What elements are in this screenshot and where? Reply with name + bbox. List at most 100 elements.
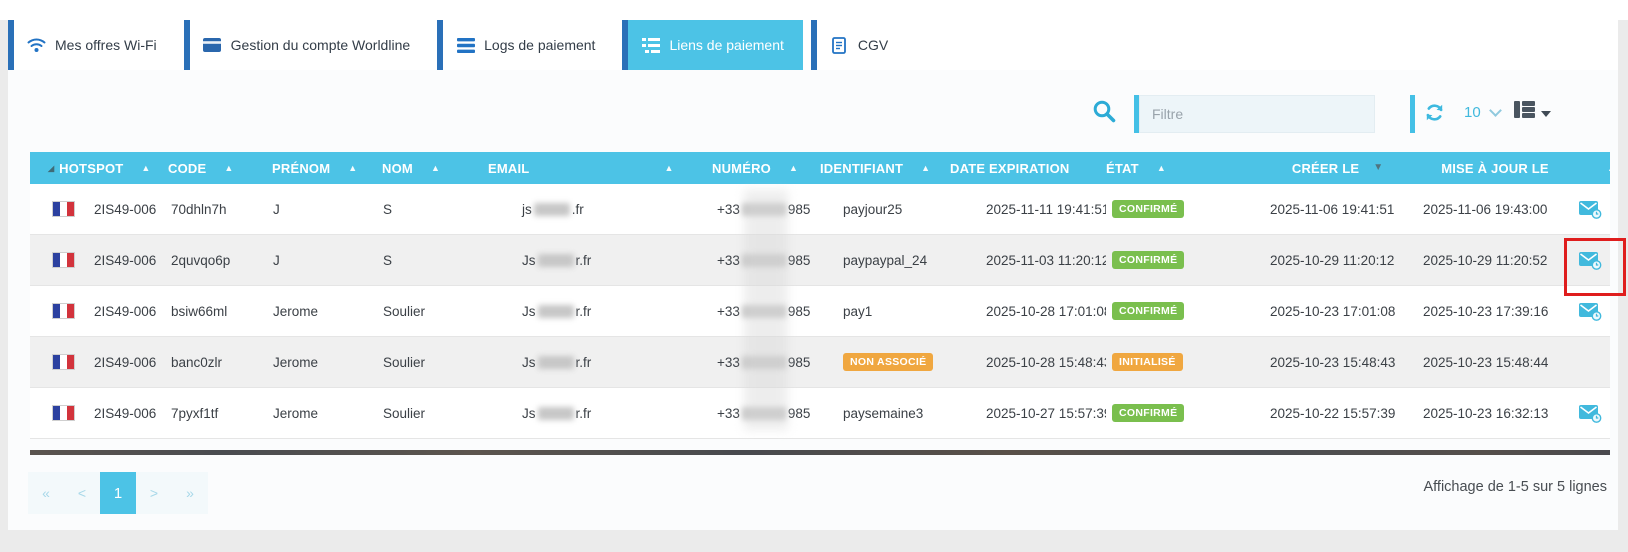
redacted-phone <box>741 304 786 318</box>
sort-asc-icon[interactable]: ▲ <box>141 162 151 173</box>
status-badge: CONFIRMÉ <box>1112 403 1185 423</box>
redacted-phone <box>741 253 786 267</box>
hotspot-cell: 2IS49-006 <box>30 286 160 336</box>
hotspot-value: 2IS49-006 <box>94 201 157 217</box>
phone-suffix: 985 <box>787 354 811 370</box>
column-header-mise-jour-le[interactable]: MISE À JOUR LE <box>1415 152 1575 184</box>
sort-asc-icon[interactable]: ▲ <box>1156 162 1166 173</box>
phone-suffix: 985 <box>787 201 811 217</box>
maj-cell: 2025-10-29 11:20:52 <box>1415 235 1575 285</box>
hotspot-value: 2IS49-006 <box>94 405 157 421</box>
created-date-value: 2025-10-29 11:20:12 <box>1270 252 1395 268</box>
tab-liens-de-paiement[interactable]: Liens de paiement <box>622 20 803 70</box>
prenom-cell: J <box>265 184 375 234</box>
sort-asc-icon[interactable]: ▲ <box>430 162 440 173</box>
page-next-button[interactable]: > <box>136 472 172 514</box>
maj-cell: 2025-10-23 17:39:16 <box>1415 286 1575 336</box>
links-icon <box>641 36 660 55</box>
code-value: banc0zlr <box>171 354 223 370</box>
search-icon[interactable] <box>1092 99 1117 129</box>
page-first-button[interactable]: « <box>28 472 64 514</box>
table-row: 2IS49-006 bsiw66ml Jerome Soulier Js r.fr +33 9… <box>30 286 1610 337</box>
email-suffix: r.fr <box>575 405 592 421</box>
code-cell: 2quvqo6p <box>160 235 265 285</box>
cgv-icon <box>830 36 849 55</box>
sort-desc-icon[interactable]: ▼ <box>1373 162 1384 173</box>
code-cell: 7pyxf1tf <box>160 388 265 438</box>
redacted-email <box>537 253 574 267</box>
page-number-button[interactable]: 1 <box>100 472 136 514</box>
tab-label: Liens de paiement <box>669 37 784 53</box>
sort-asc-icon[interactable]: ▲ <box>788 162 798 173</box>
resend-email-button[interactable] <box>1579 302 1602 321</box>
expiration-date-value: 2025-10-27 15:57:39 <box>986 405 1106 421</box>
column-header-tat[interactable]: ÉTAT ▲ <box>1106 152 1260 184</box>
identifiant-cell: paysemaine3 <box>816 388 946 438</box>
nom-cell: Soulier <box>375 286 480 336</box>
column-header-hotspot[interactable]: ◢ HOTSPOT ▲ <box>30 152 160 184</box>
phone-prefix: +33 <box>717 252 740 268</box>
page-size-value: 10 <box>1464 104 1481 121</box>
updated-date-value: 2025-11-06 19:43:00 <box>1423 201 1548 217</box>
column-header-code[interactable]: CODE ▲ <box>160 152 265 184</box>
code-value: 7pyxf1tf <box>171 405 219 421</box>
email-cell: Js r.fr <box>480 286 708 336</box>
page-size-select[interactable]: 10 <box>1464 104 1502 121</box>
france-flag-icon <box>52 252 75 268</box>
created-date-value: 2025-11-06 19:41:51 <box>1270 201 1395 217</box>
redacted-email <box>537 355 574 369</box>
identifiant-badge: NON ASSOCIÉ <box>843 352 934 372</box>
actions-cell <box>1575 388 1610 438</box>
filter-input[interactable] <box>1139 95 1375 133</box>
column-header-identifiant[interactable]: IDENTIFIANT ▲ <box>816 152 946 184</box>
column-header-num-ro[interactable]: NUMÉRO ▲ <box>708 152 816 184</box>
tab-gestion-du-compte-worldline[interactable]: Gestion du compte Worldline <box>183 20 430 70</box>
resend-email-button[interactable] <box>1579 200 1602 219</box>
sort-asc-icon[interactable]: ▲ <box>921 162 931 173</box>
tab-cgv[interactable]: CGV <box>810 20 908 70</box>
actions-cell <box>1575 184 1610 234</box>
tab-mes-offres-wi-fi[interactable]: Mes offres Wi-Fi <box>8 20 176 70</box>
expiration-cell: 2025-11-03 11:20:12 <box>946 235 1106 285</box>
resend-email-button[interactable] <box>1579 404 1602 423</box>
column-header-actions <box>1575 152 1610 184</box>
tab-label: Logs de paiement <box>484 37 596 53</box>
redacted-phone <box>741 355 786 369</box>
column-header-date-expiration[interactable]: DATE EXPIRATION <box>946 152 1106 184</box>
expiration-cell: 2025-10-28 17:01:08 <box>946 286 1106 336</box>
column-header-email[interactable]: EMAIL ▲ <box>480 152 708 184</box>
page-prev-button[interactable]: < <box>64 472 100 514</box>
identifiant-value: payjour25 <box>843 201 903 217</box>
france-flag-icon <box>52 201 75 217</box>
sorted-corner-icon: ◢ <box>48 163 55 173</box>
tab-logs-de-paiement[interactable]: Logs de paiement <box>437 20 615 70</box>
resend-email-button[interactable] <box>1579 251 1602 270</box>
firstname-value: Jerome <box>273 303 319 319</box>
hotspot-value: 2IS49-006 <box>94 354 157 370</box>
code-value: 2quvqo6p <box>171 252 231 268</box>
sort-asc-icon[interactable]: ▲ <box>224 162 234 173</box>
etat-cell: INITIALISÉ <box>1106 337 1260 387</box>
nom-cell: Soulier <box>375 388 480 438</box>
column-header-nom[interactable]: NOM ▲ <box>375 152 480 184</box>
identifiant-cell: NON ASSOCIÉ <box>816 337 946 387</box>
sort-asc-icon[interactable]: ▲ <box>348 162 358 173</box>
refresh-button[interactable] <box>1424 102 1445 128</box>
redacted-phone <box>741 406 786 420</box>
numero-cell: +33 985 <box>708 235 816 285</box>
sort-asc-icon[interactable]: ▲ <box>1607 164 1610 173</box>
column-header-cr-er-le[interactable]: CRÉER LE ▼ <box>1260 152 1415 184</box>
sort-asc-icon[interactable]: ▲ <box>664 162 674 173</box>
email-cell: Js r.fr <box>480 235 708 285</box>
updated-date-value: 2025-10-23 17:39:16 <box>1423 303 1549 319</box>
email-prefix: js <box>522 201 532 217</box>
created-date-value: 2025-10-23 15:48:43 <box>1270 354 1396 370</box>
pagination-summary: Affichage de 1-5 sur 5 lignes <box>1423 479 1607 495</box>
page-last-button[interactable]: » <box>172 472 208 514</box>
france-flag-icon <box>52 405 75 421</box>
columns-toggle-button[interactable] <box>1514 101 1551 123</box>
etat-cell: CONFIRMÉ <box>1106 286 1260 336</box>
created-date-value: 2025-10-23 17:01:08 <box>1270 303 1396 319</box>
column-header-pr-nom[interactable]: PRÉNOM ▲ <box>265 152 375 184</box>
